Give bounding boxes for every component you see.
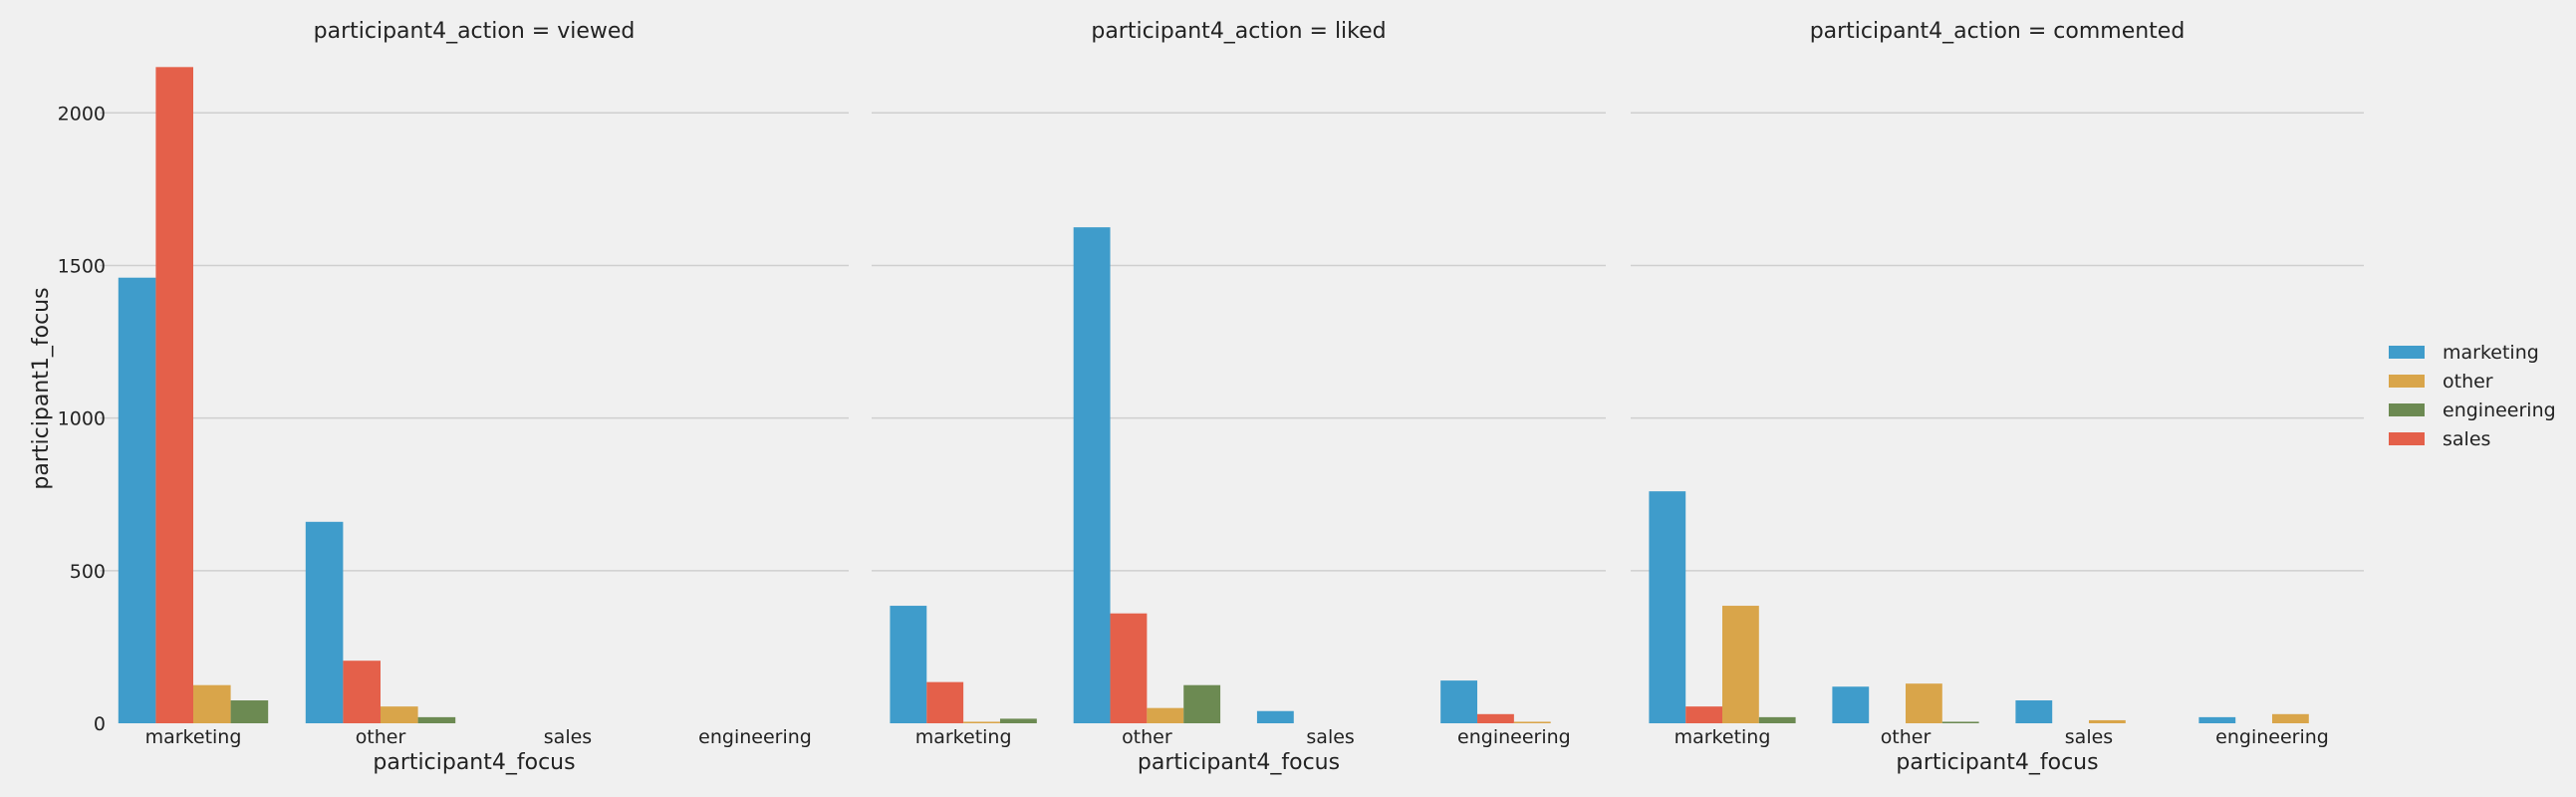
bar-engineering-marketing <box>1758 716 1796 723</box>
x-axis-label: participant4_focus <box>1138 750 1340 775</box>
bar-marketing-marketing <box>890 606 927 723</box>
bar-sales-marketing <box>1685 706 1722 723</box>
bar-other-marketing <box>963 721 1000 723</box>
x-tick-label: sales <box>544 726 592 748</box>
bar-engineering-other <box>417 716 456 723</box>
bar-sales-other <box>343 661 381 723</box>
bar-marketing-other <box>1832 686 1870 723</box>
x-tick-label: other <box>1122 726 1172 748</box>
bar-engineering-other <box>1941 721 1979 723</box>
bar-sales-other <box>1110 613 1148 723</box>
bar-marketing-other <box>305 521 344 723</box>
panel-title: participant4_action = liked <box>1091 19 1386 44</box>
bar-engineering-other <box>1183 684 1221 723</box>
x-tick-label: marketing <box>1674 726 1771 748</box>
x-tick-label: other <box>356 726 406 748</box>
x-tick-label: engineering <box>1457 726 1571 748</box>
bar-sales-marketing <box>926 681 964 723</box>
legend-swatch-other <box>2389 375 2425 388</box>
x-tick-label: sales <box>2065 726 2113 748</box>
bar-other-other <box>381 706 418 723</box>
bar-other-engineering <box>1513 721 1551 723</box>
y-axis-label: participant1_focus <box>29 287 54 489</box>
y-tick-label: 500 <box>70 561 106 583</box>
y-tick-label: 0 <box>94 713 106 735</box>
panel-2: participant4_action = liked marketing othe… <box>872 19 1606 775</box>
bar-engineering-marketing <box>999 718 1037 723</box>
bar-marketing-sales <box>2015 700 2053 723</box>
panel-1: 0 500 1000 1500 2000 participant4_action = vi… <box>58 19 849 775</box>
x-axis-label: participant4_focus <box>373 750 575 775</box>
legend-label-engineering: engineering <box>2443 399 2556 421</box>
bar-other-other <box>1147 707 1184 723</box>
bar-sales-marketing <box>155 67 193 724</box>
panel-3: participant4_action = commented marketing… <box>1631 19 2364 775</box>
legend-label-sales: sales <box>2443 428 2490 450</box>
bar-sales-engineering <box>1477 713 1514 723</box>
legend-label-marketing: marketing <box>2443 342 2539 364</box>
y-tick-label: 1000 <box>58 408 106 430</box>
x-tick-label: marketing <box>145 726 242 748</box>
panel-title: participant4_action = viewed <box>314 19 636 44</box>
legend: marketing other engineering sales <box>2389 342 2556 450</box>
bar-marketing-engineering <box>2198 716 2236 723</box>
x-tick-label: engineering <box>2215 726 2329 748</box>
x-tick-label: marketing <box>915 726 1012 748</box>
bar-other-engineering <box>2272 713 2309 723</box>
bar-marketing-marketing <box>1649 491 1686 723</box>
panel-title: participant4_action = commented <box>1810 19 2186 44</box>
x-tick-label: sales <box>1306 726 1354 748</box>
x-axis-label: participant4_focus <box>1896 750 2098 775</box>
bar-engineering-marketing <box>230 700 269 723</box>
bar-other-other <box>1906 683 1942 723</box>
chart-panels: 0 500 1000 1500 2000 participant4_action = vi… <box>58 19 2364 775</box>
legend-label-other: other <box>2443 371 2493 393</box>
bar-marketing-marketing <box>118 277 156 723</box>
bar-other-marketing <box>193 684 231 723</box>
bar-other-marketing <box>1722 606 1759 723</box>
bar-other-sales <box>2089 719 2126 723</box>
y-tick-label: 2000 <box>58 103 106 125</box>
legend-swatch-sales <box>2389 432 2425 445</box>
bar-marketing-sales <box>1256 710 1294 723</box>
legend-swatch-marketing <box>2389 346 2425 359</box>
y-tick-label: 1500 <box>58 255 106 277</box>
x-tick-label: other <box>1881 726 1932 748</box>
legend-swatch-engineering <box>2389 403 2425 416</box>
bar-marketing-other <box>1073 227 1111 723</box>
x-tick-label: engineering <box>698 726 812 748</box>
bar-marketing-engineering <box>1440 680 1478 723</box>
